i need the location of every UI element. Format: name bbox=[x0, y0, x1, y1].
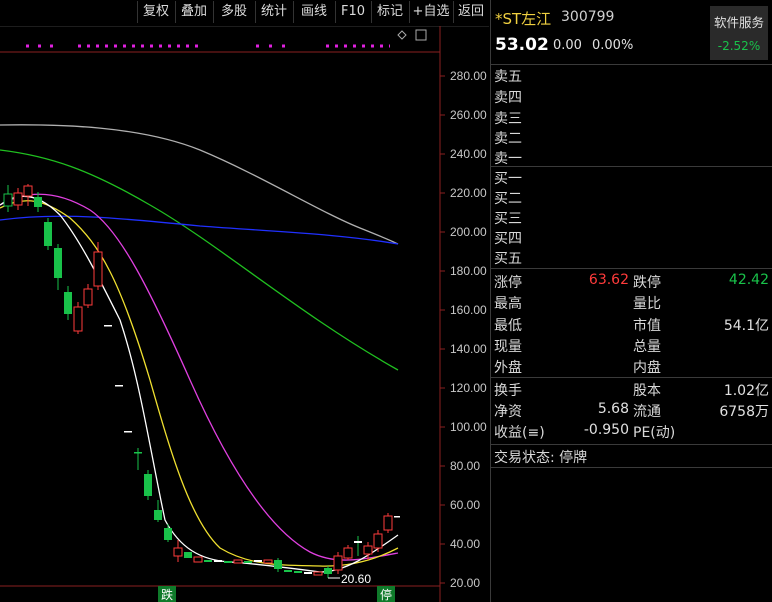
buy-level-4: 买四 bbox=[494, 231, 522, 247]
back-button[interactable]: 返回 bbox=[453, 1, 488, 23]
ma10-line bbox=[0, 200, 399, 567]
price-change-pct: 0.00% bbox=[592, 38, 634, 53]
high-label: 最高 bbox=[494, 296, 522, 312]
overlay-button[interactable]: 叠加 bbox=[175, 1, 212, 23]
volume-ratio-label: 量比 bbox=[633, 296, 661, 312]
total-volume-label: 总量 bbox=[633, 339, 661, 355]
low-label: 最低 bbox=[494, 318, 522, 334]
restore-rights-button[interactable]: 复权 bbox=[137, 1, 174, 23]
price-change: 0.00 bbox=[553, 38, 582, 53]
ma60-line bbox=[0, 215, 399, 245]
price-tick: 160.00 bbox=[450, 303, 487, 317]
price-tick: 140.00 bbox=[450, 342, 487, 356]
last-price: 53.02 bbox=[495, 35, 549, 55]
limit-down-label: 跌停 bbox=[633, 275, 661, 291]
limit-up-value: 63.62 bbox=[588, 272, 629, 288]
multi-stock-button[interactable]: 多股 bbox=[213, 1, 254, 23]
share-capital-value: 1.02亿 bbox=[723, 383, 769, 399]
buy-level-2: 买二 bbox=[494, 191, 522, 207]
stock-name: *ST左江 bbox=[495, 10, 552, 28]
market-cap-value: 54.1亿 bbox=[723, 318, 769, 334]
net-asset-value: 5.68 bbox=[597, 401, 629, 417]
halt-marker bbox=[377, 586, 395, 602]
pe-label: PE(动) bbox=[633, 425, 676, 441]
trading-status: 交易状态: 停牌 bbox=[494, 450, 588, 466]
outer-volume-label: 外盘 bbox=[494, 360, 522, 376]
sector-name: 软件服务 bbox=[713, 15, 764, 30]
halt-label: 停 bbox=[380, 587, 392, 602]
mark-button[interactable]: 标记 bbox=[371, 1, 408, 23]
price-tick: 240.00 bbox=[450, 147, 487, 161]
sell-level-2: 卖二 bbox=[494, 131, 522, 147]
buy-level-3: 买三 bbox=[494, 211, 522, 227]
window-icon[interactable] bbox=[415, 29, 427, 41]
float-label: 流通 bbox=[633, 404, 661, 420]
buy-level-1: 买一 bbox=[494, 171, 522, 187]
ma120-line bbox=[0, 149, 399, 371]
price-tick: 100.00 bbox=[450, 420, 487, 434]
price-tick: 120.00 bbox=[450, 381, 487, 395]
price-tick: 280.00 bbox=[450, 69, 487, 83]
limit-up-label: 涨停 bbox=[494, 275, 522, 291]
sell-level-5: 卖五 bbox=[494, 69, 522, 85]
sell-level-3: 卖三 bbox=[494, 111, 522, 127]
price-tick: 260.00 bbox=[450, 108, 487, 122]
price-tick: 80.00 bbox=[450, 459, 480, 473]
price-tick: 20.00 bbox=[450, 576, 480, 590]
inner-volume-label: 内盘 bbox=[633, 360, 661, 376]
quote-panel: *ST左江 300799 53.02 0.00 0.00% 软件服务 -2.52… bbox=[490, 0, 772, 602]
price-tick: 180.00 bbox=[450, 264, 487, 278]
price-tick: 220.00 bbox=[450, 186, 487, 200]
kline-chart[interactable]: 280.00 260.00 240.00 220.00 200.00 180.0… bbox=[0, 26, 489, 602]
eps-label: 收益(≡) bbox=[494, 425, 545, 441]
share-capital-label: 股本 bbox=[633, 383, 661, 399]
low-price-label: 20.60 bbox=[341, 572, 371, 586]
buy-level-5: 买五 bbox=[494, 251, 522, 267]
sell-level-1: 卖一 bbox=[494, 151, 522, 167]
current-volume-label: 现量 bbox=[494, 339, 522, 355]
limit-down-marker bbox=[158, 586, 176, 602]
diamond-icon[interactable] bbox=[397, 30, 407, 40]
chart-toolbar: 复权 叠加 多股 统计 画线 F10 标记 +自选 返回 bbox=[0, 0, 489, 26]
price-tick: 200.00 bbox=[450, 225, 487, 239]
price-tick: 60.00 bbox=[450, 498, 480, 512]
price-tick: 40.00 bbox=[450, 537, 480, 551]
statistics-button[interactable]: 统计 bbox=[255, 1, 292, 23]
draw-line-button[interactable]: 画线 bbox=[293, 1, 334, 23]
turnover-label: 换手 bbox=[494, 383, 522, 399]
market-cap-label: 市值 bbox=[633, 318, 661, 334]
sell-level-4: 卖四 bbox=[494, 90, 522, 106]
f10-button[interactable]: F10 bbox=[335, 1, 370, 23]
limit-down-label: 跌 bbox=[161, 587, 173, 602]
add-watchlist-button[interactable]: +自选 bbox=[409, 1, 452, 23]
sector-badge[interactable]: 软件服务 -2.52% bbox=[710, 6, 768, 60]
float-value: 6758万 bbox=[719, 404, 769, 420]
net-asset-label: 净资 bbox=[494, 404, 522, 420]
ma250-line bbox=[0, 124, 399, 245]
stock-code: 300799 bbox=[561, 9, 615, 25]
limit-down-value: 42.42 bbox=[728, 272, 769, 288]
candles bbox=[3, 184, 400, 578]
ma20-line bbox=[0, 193, 399, 561]
eps-value: -0.950 bbox=[583, 422, 629, 438]
sector-change: -2.52% bbox=[717, 39, 761, 53]
